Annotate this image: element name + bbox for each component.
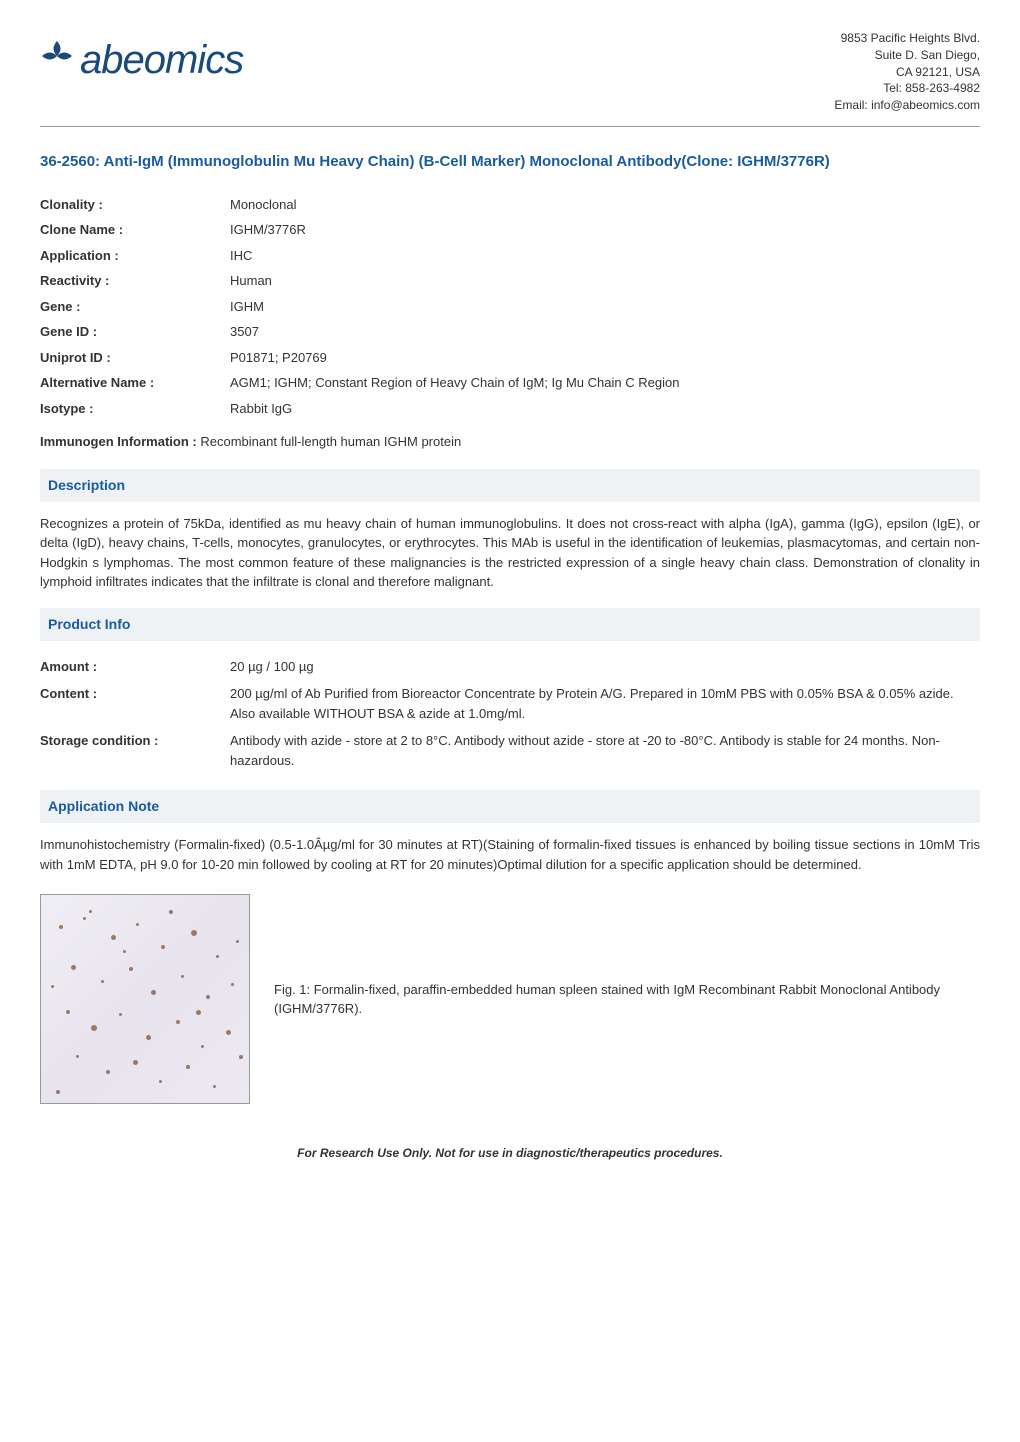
- field-row-gene-id: Gene ID : 3507: [40, 319, 980, 345]
- ihc-stain-dot: [196, 1010, 201, 1015]
- ihc-stain-dot: [176, 1020, 180, 1024]
- ihc-stain-dot: [51, 985, 54, 988]
- ihc-stain-dot: [71, 965, 76, 970]
- field-value: IGHM: [230, 297, 980, 317]
- product-info-row-amount: Amount : 20 µg / 100 µg: [40, 653, 980, 681]
- ihc-stain-dot: [191, 930, 197, 936]
- company-addr-line: CA 92121, USA: [834, 64, 980, 81]
- spec-fields: Clonality : Monoclonal Clone Name : IGHM…: [40, 192, 980, 422]
- ihc-stain-dot: [91, 1025, 97, 1031]
- ihc-stain-dot: [159, 1080, 162, 1083]
- ihc-stain-dot: [136, 923, 139, 926]
- field-label: Immunogen Information :: [40, 434, 197, 449]
- field-value: AGM1; IGHM; Constant Region of Heavy Cha…: [230, 373, 980, 393]
- ihc-stain-dot: [129, 967, 133, 971]
- field-value: Monoclonal: [230, 195, 980, 215]
- ihc-stain-dot: [186, 1065, 190, 1069]
- field-label: Content :: [40, 684, 230, 704]
- ihc-stain-dot: [161, 945, 165, 949]
- ihc-stain-dot: [201, 1045, 204, 1048]
- field-value: P01871; P20769: [230, 348, 980, 368]
- field-label: Gene ID :: [40, 322, 230, 342]
- field-label: Uniprot ID :: [40, 348, 230, 368]
- ihc-stain-dot: [83, 917, 86, 920]
- field-row-immunogen: Immunogen Information : Recombinant full…: [40, 429, 980, 455]
- figure-caption: Fig. 1: Formalin-fixed, paraffin-embedde…: [274, 980, 980, 1019]
- field-row-uniprot-id: Uniprot ID : P01871; P20769: [40, 345, 980, 371]
- field-value: 200 µg/ml of Ab Purified from Bioreactor…: [230, 684, 980, 723]
- field-value: Antibody with azide - store at 2 to 8°C.…: [230, 731, 980, 770]
- field-row-application: Application : IHC: [40, 243, 980, 269]
- product-info-row-storage: Storage condition : Antibody with azide …: [40, 727, 980, 774]
- field-value: IGHM/3776R: [230, 220, 980, 240]
- ihc-stain-dot: [89, 910, 92, 913]
- field-label: Application :: [40, 246, 230, 266]
- logo-text: abeomics: [80, 30, 243, 90]
- ihc-stain-dot: [119, 1013, 122, 1016]
- field-row-reactivity: Reactivity : Human: [40, 268, 980, 294]
- ihc-stain-dot: [181, 975, 184, 978]
- field-value: 3507: [230, 322, 980, 342]
- ihc-stain-dot: [101, 980, 104, 983]
- field-row-isotype: Isotype : Rabbit IgG: [40, 396, 980, 422]
- field-row-clone-name: Clone Name : IGHM/3776R: [40, 217, 980, 243]
- ihc-stain-dot: [231, 983, 234, 986]
- footer-disclaimer: For Research Use Only. Not for use in di…: [40, 1144, 980, 1162]
- ihc-stain-dot: [239, 1055, 243, 1059]
- ihc-stain-dot: [111, 935, 116, 940]
- ihc-stain-dot: [146, 1035, 151, 1040]
- ihc-stain-dot: [66, 1010, 70, 1014]
- ihc-stain-dot: [226, 1030, 231, 1035]
- field-row-gene: Gene : IGHM: [40, 294, 980, 320]
- section-header-application-note: Application Note: [40, 790, 980, 823]
- section-header-product-info: Product Info: [40, 608, 980, 641]
- ihc-stain-dot: [169, 910, 173, 914]
- field-value: Rabbit IgG: [230, 399, 980, 419]
- description-body: Recognizes a protein of 75kDa, identifie…: [40, 514, 980, 592]
- ihc-stain-dot: [236, 940, 239, 943]
- company-contact-block: 9853 Pacific Heights Blvd. Suite D. San …: [834, 30, 980, 114]
- field-value: Human: [230, 271, 980, 291]
- ihc-stain-dot: [106, 1070, 110, 1074]
- product-info-table: Amount : 20 µg / 100 µg Content : 200 µg…: [40, 653, 980, 775]
- field-value: IHC: [230, 246, 980, 266]
- field-label: Gene :: [40, 297, 230, 317]
- field-value: 20 µg / 100 µg: [230, 657, 980, 677]
- figure-block: Fig. 1: Formalin-fixed, paraffin-embedde…: [40, 894, 980, 1104]
- page-header: abeomics 9853 Pacific Heights Blvd. Suit…: [40, 30, 980, 127]
- company-tel: Tel: 858-263-4982: [834, 80, 980, 97]
- field-label: Reactivity :: [40, 271, 230, 291]
- product-title: 36-2560: Anti-IgM (Immunoglobulin Mu Hea…: [40, 151, 980, 172]
- brand-logo: abeomics: [40, 30, 243, 90]
- section-header-description: Description: [40, 469, 980, 502]
- ihc-stain-dot: [76, 1055, 79, 1058]
- field-label: Clone Name :: [40, 220, 230, 240]
- ihc-stain-dot: [59, 925, 63, 929]
- field-label: Isotype :: [40, 399, 230, 419]
- field-label: Amount :: [40, 657, 230, 677]
- company-addr-line: 9853 Pacific Heights Blvd.: [834, 30, 980, 47]
- figure-image-placeholder: [40, 894, 250, 1104]
- company-email: Email: info@abeomics.com: [834, 97, 980, 114]
- ihc-stain-dot: [216, 955, 219, 958]
- field-label: Alternative Name :: [40, 373, 230, 393]
- field-row-alt-name: Alternative Name : AGM1; IGHM; Constant …: [40, 370, 980, 396]
- field-value: Recombinant full-length human IGHM prote…: [200, 434, 461, 449]
- ihc-stain-dot: [56, 1090, 60, 1094]
- field-row-clonality: Clonality : Monoclonal: [40, 192, 980, 218]
- company-addr-line: Suite D. San Diego,: [834, 47, 980, 64]
- ihc-stain-dot: [151, 990, 156, 995]
- field-label: Storage condition :: [40, 731, 230, 751]
- ihc-stain-dot: [206, 995, 210, 999]
- ihc-stain-dot: [123, 950, 126, 953]
- ihc-stain-dot: [133, 1060, 138, 1065]
- logo-mark-icon: [40, 30, 74, 90]
- ihc-stain-dot: [213, 1085, 216, 1088]
- field-label: Clonality :: [40, 195, 230, 215]
- product-info-row-content: Content : 200 µg/ml of Ab Purified from …: [40, 680, 980, 727]
- application-note-body: Immunohistochemistry (Formalin-fixed) (0…: [40, 835, 980, 874]
